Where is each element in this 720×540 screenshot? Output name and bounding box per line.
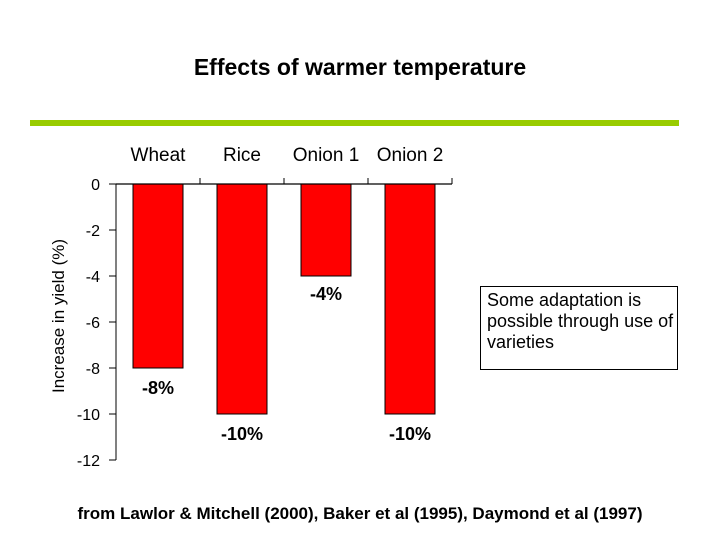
- bar-wheat: [132, 183, 184, 369]
- y-tick-label: -8: [86, 361, 100, 378]
- category-label: Wheat: [131, 145, 187, 166]
- page-title: Effects of warmer temperature: [193, 54, 527, 80]
- bar-onion-2: [384, 183, 436, 415]
- category-label: Onion 2: [377, 145, 444, 166]
- y-tick-label: -10: [77, 407, 100, 424]
- y-tick-label: 0: [91, 177, 100, 194]
- category-label: Rice: [223, 145, 261, 166]
- data-label: -8%: [142, 378, 174, 398]
- y-axis-label: Increase in yield (%): [49, 239, 68, 393]
- bar-onion-1: [300, 183, 352, 277]
- source-citation: from Lawlor & Mitchell (2000), Baker et …: [77, 504, 643, 523]
- bar-rice: [216, 183, 268, 415]
- y-tick-label: -4: [86, 269, 100, 286]
- y-tick-label: -6: [86, 315, 100, 332]
- data-label: -4%: [310, 284, 342, 304]
- category-label: Onion 1: [293, 145, 360, 166]
- data-label: -10%: [389, 424, 431, 444]
- y-tick-label: -2: [86, 223, 100, 240]
- data-label: -10%: [221, 424, 263, 444]
- y-tick-label: -12: [77, 453, 100, 470]
- adaptation-note: Some adaptation is possible through use …: [480, 286, 678, 370]
- title-divider: [30, 120, 679, 126]
- bar-chart: 0-2-4-6-8-10-12 Wheat Rice Onion 1 Onion 2 …: [49, 145, 453, 470]
